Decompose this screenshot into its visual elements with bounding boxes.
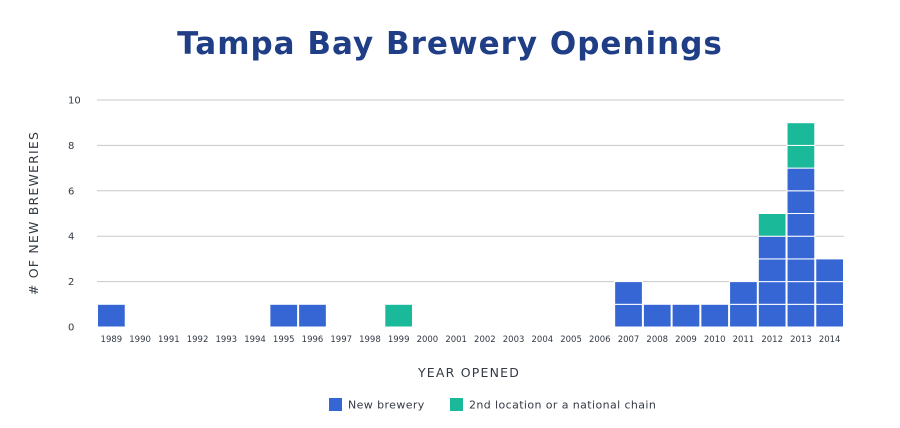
x-tick-label: 2011 [733,335,755,345]
y-tick-label: 0 [68,323,74,334]
x-tick-label: 2013 [790,335,812,345]
x-tick-label: 2009 [675,335,697,345]
x-tick-label: 2008 [646,335,668,345]
bar-block-2014-new-brewery [815,281,844,305]
bar-block-1999-second-location [384,303,414,328]
bar-block-2013-new-brewery [786,213,816,237]
x-tick-label: 2014 [819,335,841,345]
bar-block-2013-new-brewery [786,167,816,192]
x-tick-label: 2006 [589,335,611,345]
bar-block-2013-new-brewery [786,281,816,305]
y-tick-label: 10 [68,96,81,107]
x-tick-label: 1992 [187,335,209,345]
bar-block-2010-new-brewery [700,303,730,328]
x-tick-label: 1989 [101,335,123,345]
x-tick-label: 2004 [532,335,554,345]
legend-swatch-new-brewery [329,398,342,411]
x-tick-label: 1997 [330,335,352,345]
x-tick-label: 1991 [158,335,180,345]
x-tick-label: 2005 [560,335,582,345]
x-tick-label: 1993 [215,335,237,345]
x-tick-label: 2007 [618,335,640,345]
bar-block-2013-new-brewery [786,235,816,260]
bar-block-2013-new-brewery [786,303,816,328]
bar-block-1995-new-brewery [269,303,299,328]
y-tick-label: 4 [68,232,74,243]
bar-block-2012-new-brewery [757,303,787,328]
y-tick-label: 6 [68,186,74,197]
bar-block-2012-new-brewery [757,235,787,260]
bar-block-2014-new-brewery [815,303,844,328]
x-tick-label: 1995 [273,335,295,345]
legend-swatch-second-location [450,398,463,411]
x-tick-label: 2002 [474,335,496,345]
bar-block-2012-new-brewery [757,281,787,305]
y-axis-title: # OF NEW BREWERIES [26,131,41,295]
bar-block-1989-new-brewery [97,303,126,328]
bar-block-1996-new-brewery [298,303,327,328]
chart-title: Tampa Bay Brewery Openings [177,26,723,62]
x-tick-label: 2001 [445,335,467,345]
bar-block-2012-second-location [757,213,787,237]
bar-block-2013-second-location [786,122,816,146]
x-tick-label: 1996 [302,335,324,345]
bar-block-2012-new-brewery [757,258,787,283]
x-tick-label: 1994 [244,335,266,345]
y-tick-label: 2 [68,277,74,288]
bars [97,122,844,328]
x-tick-label: 1998 [359,335,381,345]
bar-block-2008-new-brewery [642,303,672,328]
bar-block-2007-new-brewery [614,303,643,328]
bar-block-2007-new-brewery [614,281,643,305]
x-tick-label: 2003 [503,335,525,345]
bar-block-2013-new-brewery [786,190,816,215]
x-axis-title: YEAR OPENED [417,365,520,380]
bar-block-2013-second-location [786,144,816,169]
x-tick-label: 1999 [388,335,410,345]
bar-block-2011-new-brewery [729,303,758,328]
legend-label-new-brewery: New brewery [348,399,425,412]
x-tick-label: 2012 [761,335,783,345]
x-tick-labels: 1989 1990 1991 1992 1993 1994 1995 1996 1997 1998… [101,335,841,345]
x-tick-label: 1990 [129,335,151,345]
bar-block-2013-new-brewery [786,258,816,283]
bar-block-2009-new-brewery [671,303,701,328]
legend-label-second-location: 2nd location or a national chain [469,399,656,412]
bar-block-2011-new-brewery [729,281,758,305]
y-tick-labels: 0 2 4 6 8 10 [68,96,81,334]
legend: New brewery 2nd location or a national c… [329,398,656,412]
x-tick-label: 2000 [417,335,439,345]
bar-block-2014-new-brewery [815,258,844,283]
gridlines [97,99,844,283]
y-tick-label: 8 [68,141,74,152]
x-tick-label: 2010 [704,335,726,345]
